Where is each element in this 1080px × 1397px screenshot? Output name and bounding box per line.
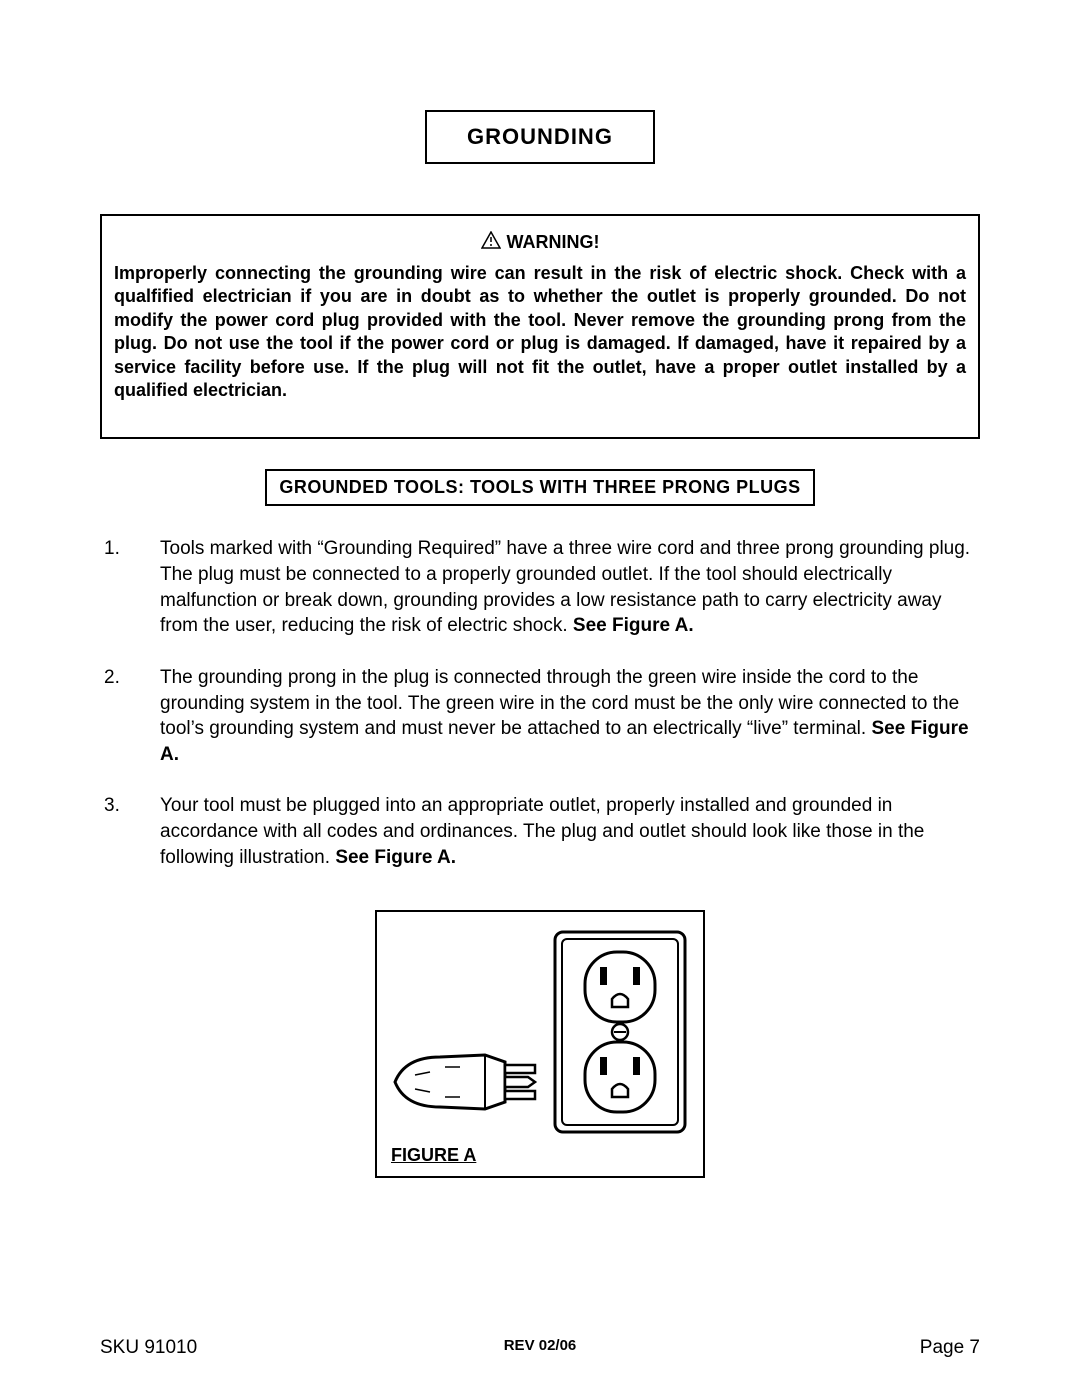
footer-page: Page 7 [920, 1337, 980, 1359]
list-item: 1. Tools marked with “Grounding Required… [100, 536, 980, 639]
list-content: The grounding prong in the plug is conne… [160, 665, 980, 768]
list-number: 2. [100, 665, 160, 768]
figure-label: FIGURE A [387, 1145, 693, 1166]
list-text: Tools marked with “Grounding Required” h… [160, 538, 970, 636]
figure-box: FIGURE A [375, 910, 705, 1178]
outlet-plug-icon [390, 927, 690, 1137]
list-bold: See Figure A. [573, 615, 694, 636]
warning-box: WARNING! Improperly connecting the groun… [100, 214, 980, 439]
warning-triangle-icon [481, 231, 501, 254]
list-text: The grounding prong in the plug is conne… [160, 667, 959, 739]
list-content: Tools marked with “Grounding Required” h… [160, 536, 980, 639]
list-content: Your tool must be plugged into an approp… [160, 793, 980, 870]
warning-header: WARNING! [114, 231, 966, 254]
warning-text: Improperly connecting the grounding wire… [114, 262, 966, 402]
subheading: GROUNDED TOOLS: TOOLS WITH THREE PRONG P… [279, 477, 800, 498]
sku-label: SKU [100, 1337, 139, 1358]
list-text: Your tool must be plugged into an approp… [160, 795, 924, 867]
subheading-box: GROUNDED TOOLS: TOOLS WITH THREE PRONG P… [265, 469, 814, 506]
list-item: 2. The grounding prong in the plug is co… [100, 665, 980, 768]
footer-sku: SKU 91010 [100, 1337, 197, 1359]
page-footer: SKU 91010 REV 02/06 Page 7 [100, 1337, 980, 1359]
list-bold: See Figure A. [335, 847, 456, 868]
warning-label: WARNING! [507, 232, 600, 253]
title-box: GROUNDING [425, 110, 655, 164]
page-title: GROUNDING [467, 124, 613, 150]
list-item: 3. Your tool must be plugged into an app… [100, 793, 980, 870]
instruction-list: 1. Tools marked with “Grounding Required… [100, 536, 980, 870]
list-number: 1. [100, 536, 160, 639]
list-number: 3. [100, 793, 160, 870]
sku-value: 91010 [144, 1337, 197, 1358]
footer-rev: REV 02/06 [504, 1337, 577, 1354]
